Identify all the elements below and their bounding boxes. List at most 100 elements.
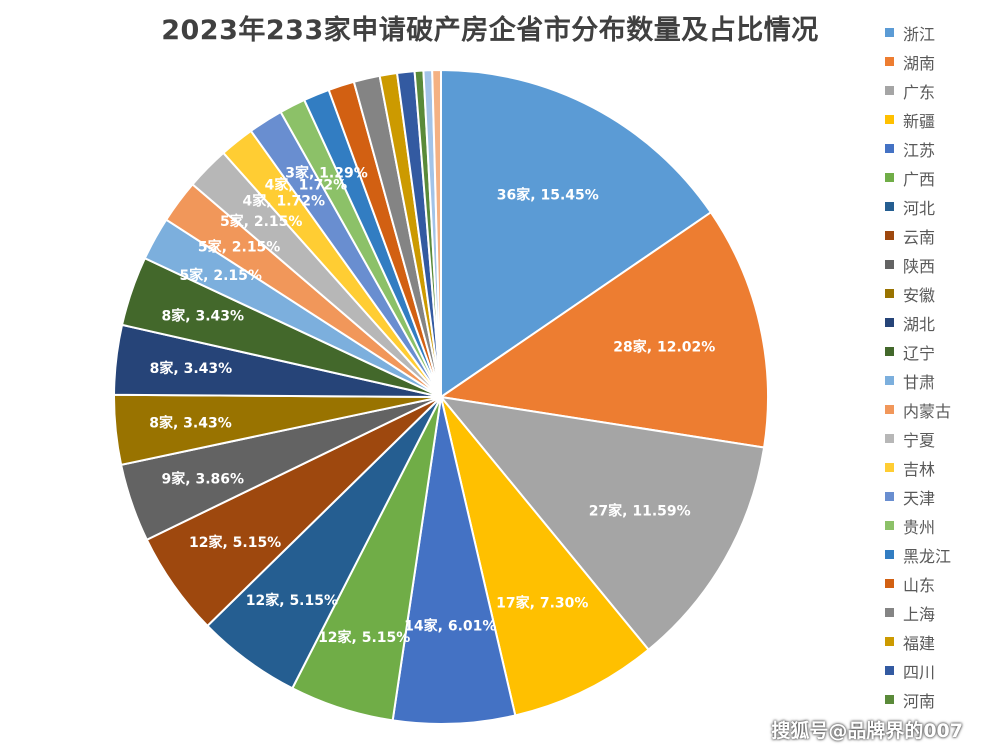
legend-item: 云南 bbox=[885, 221, 981, 250]
legend-item: 宁夏 bbox=[885, 424, 981, 453]
legend-swatch bbox=[885, 144, 894, 153]
legend-item: 贵州 bbox=[885, 511, 981, 540]
pie-data-labels: 36家, 15.45% 28家, 12.02% 27家, 11.59% 17家, 7.… bbox=[149, 165, 715, 646]
legend-label: 上海 bbox=[903, 604, 936, 624]
legend-item: 吉林 bbox=[885, 453, 981, 482]
legend-item: 广东 bbox=[885, 76, 981, 105]
data-label-15: 4家, 1.72% bbox=[243, 192, 326, 209]
legend-item: 辽宁 bbox=[885, 337, 981, 366]
legend-swatch bbox=[885, 289, 894, 298]
legend-item: 陕西 bbox=[885, 250, 981, 279]
data-label-9: 8家, 3.43% bbox=[149, 414, 232, 431]
legend-item: 山东 bbox=[885, 569, 981, 598]
legend-item: 上海 bbox=[885, 598, 981, 627]
pie-slice-4 bbox=[391, 396, 517, 725]
legend-item: 安徽 bbox=[885, 279, 981, 308]
data-label-10: 8家, 3.43% bbox=[150, 360, 233, 377]
data-label-1: 28家, 12.02% bbox=[613, 339, 715, 356]
data-label-11: 8家, 3.43% bbox=[162, 307, 245, 324]
legend-swatch bbox=[885, 550, 894, 559]
legend-label: 湖南 bbox=[903, 53, 936, 73]
data-label-8: 9家, 3.86% bbox=[162, 471, 245, 488]
legend-label: 浙江 bbox=[903, 24, 936, 44]
legend-swatch bbox=[885, 463, 894, 472]
pie-slice-25 bbox=[431, 68, 442, 398]
data-label-2: 27家, 11.59% bbox=[589, 503, 691, 520]
legend-label: 福建 bbox=[903, 633, 936, 653]
legend-item: 湖北 bbox=[885, 308, 981, 337]
legend-label: 陕西 bbox=[903, 256, 936, 276]
legend-label: 广西 bbox=[903, 169, 936, 189]
legend-swatch bbox=[885, 666, 894, 675]
legend-item: 广西 bbox=[885, 163, 981, 192]
legend-swatch bbox=[885, 405, 894, 414]
legend-label: 辽宁 bbox=[903, 343, 936, 363]
pie-slice-1 bbox=[438, 210, 769, 449]
legend: 浙江湖南广东新疆江苏广西河北云南陕西安徽湖北辽宁甘肃内蒙古宁夏吉林天津贵州黑龙江… bbox=[885, 18, 981, 714]
pie-slice-2 bbox=[438, 395, 766, 652]
legend-swatch bbox=[885, 608, 894, 617]
legend-label: 宁夏 bbox=[903, 430, 936, 450]
legend-label: 广东 bbox=[903, 82, 936, 102]
legend-swatch bbox=[885, 579, 894, 588]
legend-swatch bbox=[885, 347, 894, 356]
data-label-6: 12家, 5.15% bbox=[246, 592, 338, 609]
legend-swatch bbox=[885, 434, 894, 443]
legend-item: 福建 bbox=[885, 627, 981, 656]
legend-label: 山东 bbox=[903, 575, 936, 595]
legend-swatch bbox=[885, 173, 894, 182]
legend-label: 河北 bbox=[903, 198, 936, 218]
legend-label: 新疆 bbox=[903, 111, 936, 131]
legend-item: 湖南 bbox=[885, 47, 981, 76]
pie-chart: 36家, 15.45% 28家, 12.02% 27家, 11.59% 17家, 7.… bbox=[113, 68, 769, 725]
data-label-7: 12家, 5.15% bbox=[189, 534, 281, 551]
legend-swatch bbox=[885, 637, 894, 646]
legend-label: 黑龙江 bbox=[903, 546, 952, 566]
legend-label: 贵州 bbox=[903, 517, 936, 537]
legend-label: 安徽 bbox=[903, 285, 936, 305]
data-label-17: 3家, 1.29% bbox=[285, 165, 368, 182]
legend-label: 天津 bbox=[903, 488, 936, 508]
chart-title: 2023年233家申请破产房企省市分布数量及占比情况 bbox=[161, 15, 819, 46]
pie-slices bbox=[113, 68, 769, 725]
legend-swatch bbox=[885, 115, 894, 124]
data-label-16: 4家, 1.72% bbox=[265, 177, 348, 194]
legend-item: 河南 bbox=[885, 685, 981, 714]
data-label-4: 14家, 6.01% bbox=[404, 618, 496, 635]
legend-label: 内蒙古 bbox=[903, 401, 952, 421]
legend-label: 江苏 bbox=[903, 140, 936, 160]
legend-label: 湖北 bbox=[903, 314, 936, 334]
legend-swatch bbox=[885, 86, 894, 95]
legend-swatch bbox=[885, 260, 894, 269]
data-label-14: 5家, 2.15% bbox=[220, 213, 303, 230]
data-label-5: 12家, 5.15% bbox=[318, 629, 410, 646]
legend-swatch bbox=[885, 28, 894, 37]
legend-label: 河南 bbox=[903, 691, 936, 711]
legend-label: 云南 bbox=[903, 227, 936, 247]
data-label-13: 5家, 2.15% bbox=[198, 239, 281, 256]
legend-label: 四川 bbox=[903, 662, 936, 682]
legend-swatch bbox=[885, 492, 894, 501]
legend-swatch bbox=[885, 202, 894, 211]
legend-swatch bbox=[885, 376, 894, 385]
legend-item: 内蒙古 bbox=[885, 395, 981, 424]
legend-item: 江苏 bbox=[885, 134, 981, 163]
pie-slice-0 bbox=[440, 68, 713, 399]
data-label-3: 17家, 7.30% bbox=[496, 594, 588, 611]
data-label-0: 36家, 15.45% bbox=[497, 187, 599, 204]
pie-slice-3 bbox=[440, 396, 650, 717]
legend-item: 天津 bbox=[885, 482, 981, 511]
legend-swatch bbox=[885, 57, 894, 66]
data-label-12: 5家, 2.15% bbox=[179, 267, 262, 284]
legend-label: 吉林 bbox=[903, 459, 936, 479]
legend-swatch bbox=[885, 318, 894, 327]
legend-item: 浙江 bbox=[885, 18, 981, 47]
legend-item: 新疆 bbox=[885, 105, 981, 134]
legend-item: 河北 bbox=[885, 192, 981, 221]
legend-label: 甘肃 bbox=[903, 372, 936, 392]
legend-item: 甘肃 bbox=[885, 366, 981, 395]
watermark: 搜狐号@品牌界的007 bbox=[771, 720, 963, 742]
legend-swatch bbox=[885, 695, 894, 704]
legend-item: 四川 bbox=[885, 656, 981, 685]
legend-swatch bbox=[885, 231, 894, 240]
